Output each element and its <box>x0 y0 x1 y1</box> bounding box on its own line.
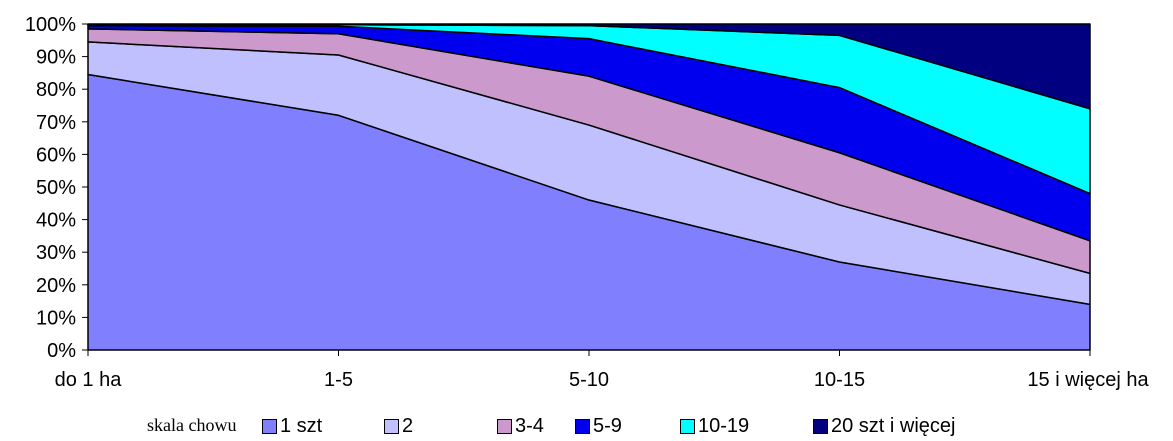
legend-label: 20 szt i więcej <box>831 415 956 437</box>
x-ticks: do 1 ha 1-5 5-10 10-15 15 i więcej ha <box>55 350 1149 391</box>
x-tick-label: 15 i więcej ha <box>1027 369 1149 391</box>
legend-swatch <box>262 419 277 434</box>
y-tick-label: 50% <box>36 177 76 199</box>
x-tick-label: 1-5 <box>324 369 353 391</box>
legend-item: 20 szt i więcej <box>813 415 956 438</box>
legend-item: 5-9 <box>575 415 622 438</box>
legend-label: 5-9 <box>593 415 622 437</box>
legend-swatch <box>813 419 828 434</box>
y-tick-label: 30% <box>36 242 76 264</box>
legend-item: 3-4 <box>497 415 544 438</box>
legend-item: 2 <box>384 415 413 438</box>
y-tick-label: 10% <box>36 307 76 329</box>
legend-title: skala chowu <box>147 415 237 435</box>
y-tick-label: 80% <box>36 79 76 101</box>
y-tick-label: 20% <box>36 275 76 297</box>
y-tick-label: 40% <box>36 210 76 232</box>
y-ticks: 0% 10% 20% 30% 40% 50% 60% 70% 80% 90% 100% <box>25 14 88 362</box>
stacked-area-chart: 0% 10% 20% 30% 40% 50% 60% 70% 80% 90% 100% do 1 h… <box>25 14 1150 391</box>
legend-label: 10-19 <box>698 415 750 437</box>
legend-swatch <box>384 419 399 434</box>
legend-label: 1 szt <box>280 415 323 437</box>
legend-item: 1 szt <box>262 415 322 438</box>
y-tick-label: 100% <box>25 14 76 36</box>
y-tick-label: 90% <box>36 47 76 69</box>
legend-swatch <box>575 419 590 434</box>
y-tick-label: 70% <box>36 112 76 134</box>
area-series-5 <box>87 23 1091 110</box>
area-series-group <box>87 23 1091 351</box>
x-tick-label: 5-10 <box>569 369 609 391</box>
x-tick-label: do 1 ha <box>55 369 123 391</box>
legend: skala chowu 1 szt 2 3-4 5-9 10-19 20 szt i wi… <box>0 413 1173 441</box>
legend-swatch <box>680 419 695 434</box>
legend-item: 10-19 <box>680 415 749 438</box>
legend-label: 3-4 <box>515 415 544 437</box>
legend-swatch <box>497 419 512 434</box>
y-tick-label: 0% <box>47 340 76 362</box>
y-tick-label: 60% <box>36 144 76 166</box>
legend-label: 2 <box>402 415 414 437</box>
x-tick-label: 10-15 <box>814 369 865 391</box>
